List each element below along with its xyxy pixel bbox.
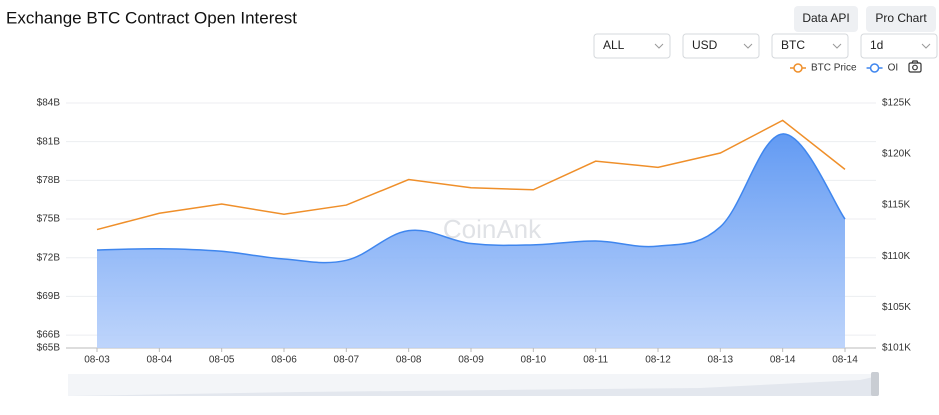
y2-tick-label: $101K bbox=[882, 343, 911, 354]
button[interactable] bbox=[866, 6, 936, 32]
button[interactable] bbox=[794, 6, 858, 32]
y-tick-label: $84B bbox=[37, 98, 61, 109]
x-tick-label: 08-03 bbox=[84, 355, 110, 366]
y2-tick-label: $105K bbox=[882, 302, 911, 313]
dropdown-arrow bbox=[921, 43, 931, 49]
dropdown[interactable] bbox=[860, 33, 938, 59]
x-tick-label: 08-08 bbox=[396, 355, 422, 366]
dropdown-arrow bbox=[832, 43, 842, 49]
x-tick-label: 08-14 bbox=[770, 355, 796, 366]
x-tick-label: 08-05 bbox=[209, 355, 235, 366]
y-tick-label: $81B bbox=[37, 136, 61, 147]
y2-tick-label: $120K bbox=[882, 149, 911, 160]
y-tick-label: $75B bbox=[37, 214, 61, 225]
scrollbar[interactable] bbox=[68, 372, 879, 396]
dropdown[interactable] bbox=[771, 33, 849, 59]
x-tick-label: 08-10 bbox=[521, 355, 547, 366]
x-tick-label: 08-13 bbox=[708, 355, 734, 366]
dropdown-label[interactable]: 1d bbox=[870, 38, 883, 52]
legend-label[interactable]: BTC Price bbox=[811, 63, 857, 74]
y-tick-label: $72B bbox=[37, 252, 61, 263]
oi-line bbox=[96, 133, 846, 264]
watermark: CoinAnk bbox=[443, 214, 542, 244]
page-title: Exchange BTC Contract Open Interest bbox=[6, 8, 297, 27]
dropdown-label[interactable]: USD bbox=[692, 38, 718, 52]
y2-tick-label: $125K bbox=[882, 98, 911, 109]
y2-tick-label: $115K bbox=[882, 200, 911, 211]
button-label[interactable]: Pro Chart bbox=[875, 11, 927, 25]
y-tick-label: $69B bbox=[37, 291, 61, 302]
x-tick-label: 08-14 bbox=[832, 355, 858, 366]
oi-area bbox=[97, 133, 845, 348]
legend-marker[interactable] bbox=[869, 63, 880, 73]
x-tick-label: 08-11 bbox=[583, 355, 608, 366]
x-tick-label: 08-09 bbox=[458, 355, 484, 366]
x-tick-label: 08-12 bbox=[645, 355, 671, 366]
dropdown-arrow bbox=[743, 43, 753, 49]
y-tick-label: $65B bbox=[37, 343, 61, 354]
y2-tick-label: $110K bbox=[882, 251, 911, 262]
y-tick-label: $66B bbox=[37, 330, 61, 341]
x-tick-label: 08-06 bbox=[271, 355, 297, 366]
dropdown[interactable] bbox=[682, 33, 760, 59]
x-tick-label: 08-07 bbox=[334, 355, 360, 366]
price-line bbox=[96, 119, 846, 231]
legend-marker[interactable] bbox=[793, 63, 803, 73]
dropdown-label[interactable]: BTC bbox=[781, 38, 805, 52]
y-tick-label: $78B bbox=[37, 175, 61, 186]
dropdown[interactable] bbox=[593, 33, 671, 59]
dropdown-arrow bbox=[654, 43, 664, 49]
button-label[interactable]: Data API bbox=[802, 11, 849, 25]
dropdown-label[interactable]: ALL bbox=[603, 38, 625, 52]
legend-label[interactable]: OI bbox=[888, 63, 899, 74]
x-tick-label: 08-04 bbox=[147, 355, 173, 366]
camera-icon[interactable] bbox=[908, 60, 922, 73]
